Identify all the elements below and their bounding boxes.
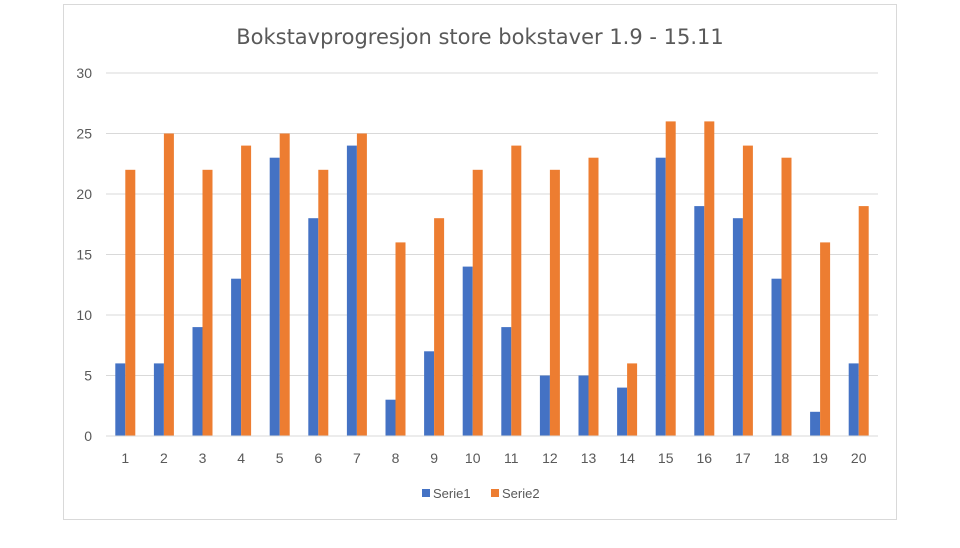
bar-serie1-15 xyxy=(655,157,666,436)
bar-serie1-12 xyxy=(539,375,550,436)
x-tick-label: 17 xyxy=(735,450,751,466)
bar-serie2-18 xyxy=(781,157,792,436)
y-tick-label: 30 xyxy=(76,65,92,81)
bar-serie2-6 xyxy=(318,169,329,437)
legend-label-serie1: Serie1 xyxy=(433,486,471,501)
x-tick-label: 9 xyxy=(430,450,438,466)
x-tick-label: 14 xyxy=(619,450,635,466)
x-tick-label: 19 xyxy=(812,450,828,466)
bar-serie1-13 xyxy=(578,375,589,436)
bar-serie2-3 xyxy=(202,169,213,437)
y-tick-label: 0 xyxy=(84,428,92,444)
bar-serie2-13 xyxy=(588,157,599,436)
x-tick-label: 3 xyxy=(199,450,207,466)
bar-serie2-19 xyxy=(820,242,831,436)
bar-serie1-20 xyxy=(848,363,859,436)
bar-serie1-2 xyxy=(153,363,164,436)
x-tick-label: 12 xyxy=(542,450,558,466)
bar-serie2-7 xyxy=(356,133,367,436)
bar-serie1-4 xyxy=(231,278,242,436)
bar-serie1-18 xyxy=(771,278,782,436)
legend: Serie1 Serie2 xyxy=(422,486,540,501)
bar-serie1-9 xyxy=(424,351,435,436)
y-tick-label: 25 xyxy=(76,126,92,142)
y-tick-label: 20 xyxy=(76,186,92,202)
bar-serie2-12 xyxy=(549,169,560,437)
bar-serie1-14 xyxy=(617,387,628,436)
bar-serie2-14 xyxy=(627,363,638,436)
bar-serie1-7 xyxy=(346,145,357,436)
x-axis-ticks: 1 2 3 4 5 6 7 8 9 10 11 12 13 14 15 16 17 18 19 20 xyxy=(121,450,866,466)
x-tick-label: 1 xyxy=(121,450,129,466)
x-tick-label: 4 xyxy=(237,450,245,466)
bar-serie1-8 xyxy=(385,399,396,436)
bar-serie2-11 xyxy=(511,145,522,436)
bar-serie2-9 xyxy=(434,218,445,436)
bar-serie2-15 xyxy=(665,121,676,437)
chart-title: Bokstavprogresjon store bokstaver 1.9 - … xyxy=(236,25,724,49)
legend-swatch-serie2 xyxy=(491,489,499,497)
bar-serie2-20 xyxy=(858,206,869,436)
x-tick-label: 8 xyxy=(392,450,400,466)
bar-serie1-16 xyxy=(694,206,705,436)
bar-serie1-19 xyxy=(810,411,821,436)
bar-serie1-1 xyxy=(115,363,126,436)
x-tick-label: 10 xyxy=(465,450,481,466)
bar-serie1-5 xyxy=(269,157,280,436)
bar-serie2-16 xyxy=(704,121,715,437)
bar-serie2-1 xyxy=(125,169,136,437)
bar-serie1-11 xyxy=(501,327,512,436)
x-tick-label: 15 xyxy=(658,450,674,466)
legend-label-serie2: Serie2 xyxy=(502,486,540,501)
x-tick-label: 5 xyxy=(276,450,284,466)
bar-serie2-17 xyxy=(742,145,753,436)
bar-serie1-3 xyxy=(192,327,203,436)
bars xyxy=(115,121,869,437)
y-tick-label: 10 xyxy=(76,307,92,323)
x-tick-label: 13 xyxy=(581,450,597,466)
x-tick-label: 18 xyxy=(774,450,790,466)
x-tick-label: 11 xyxy=(504,450,519,466)
x-tick-label: 2 xyxy=(160,450,168,466)
bar-serie2-8 xyxy=(395,242,406,436)
bar-serie2-5 xyxy=(279,133,290,436)
x-tick-label: 6 xyxy=(314,450,322,466)
bar-serie1-6 xyxy=(308,218,319,436)
x-tick-label: 7 xyxy=(353,450,361,466)
bar-serie1-10 xyxy=(462,266,473,436)
gridlines xyxy=(106,72,878,376)
y-axis-ticks: 0 5 10 15 20 25 30 xyxy=(76,65,92,444)
y-tick-label: 5 xyxy=(84,368,92,384)
bar-serie1-17 xyxy=(732,218,743,436)
bar-serie2-4 xyxy=(241,145,252,436)
y-tick-label: 15 xyxy=(76,247,92,263)
legend-swatch-serie1 xyxy=(422,489,430,497)
bar-serie2-2 xyxy=(163,133,174,436)
x-tick-label: 16 xyxy=(697,450,713,466)
bar-serie2-10 xyxy=(472,169,483,437)
x-tick-label: 20 xyxy=(851,450,867,466)
